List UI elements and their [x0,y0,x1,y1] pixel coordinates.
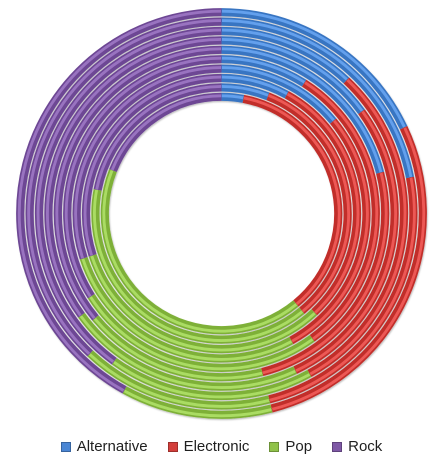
ring-8-segment-alternative-highlight [221,75,288,95]
ring-9-segment-electronic-highlight [268,94,351,313]
ring-1-segment-electronic-highlight [271,127,426,411]
ring-5-segment-alternative-highlight [221,47,383,173]
ring-2-segment-rock-highlight [27,19,222,355]
ring-3-segment-pop-highlight [113,361,311,399]
chart-legend: Alternative Electronic Pop Rock [0,438,443,455]
ring-3-segment-electronic-highlight [309,79,407,376]
legend-label-pop: Pop [285,438,313,455]
legend-label-rock: Rock [348,438,383,455]
ring-6-segment-rock-highlight [64,56,222,298]
legend-swatch-rock [332,441,343,452]
ring-2-segment-alternative-highlight [222,19,413,178]
ring-1-segment-alternative-highlight [222,9,406,128]
ring-8-segment-electronic-highlight [286,92,360,314]
legend-swatch-alternative [60,441,71,452]
ring-9-segment-rock-highlight [95,84,222,190]
ring-9-segment-pop-highlight [93,189,304,342]
legend-item-electronic: Electronic [167,438,250,455]
ring-5-segment-pop-highlight [93,317,263,380]
ring-8-segment-rock-highlight [83,75,222,256]
ring-8-segment-pop-highlight [90,255,316,352]
legend-label-electronic: Electronic [183,438,250,455]
legend-item-rock: Rock [332,438,382,455]
ring-10-segment-pop-highlight [102,169,298,333]
ring-1-segment-rock-highlight [17,9,221,392]
legend-item-alternative: Alternative [60,438,148,455]
ring-7-segment-electronic-highlight [291,119,369,343]
ring-6-segment-pop-highlight [89,296,314,371]
ring-5-segment-rock-highlight [55,47,222,320]
ring-3-segment-rock-highlight [36,28,222,363]
ring-10-segment-rock-highlight [110,94,222,171]
legend-item-pop: Pop [269,438,312,455]
ring-7-segment-alternative-highlight [221,66,335,122]
ring-9-segment-alternative-highlight [221,84,269,97]
ring-4-segment-electronic-highlight [295,110,398,373]
ring-10-segment-alternative-highlight [221,94,244,100]
doughnut-rings [16,8,427,419]
legend-swatch-electronic [167,441,178,452]
ring-4-segment-rock-highlight [45,37,222,317]
legend-swatch-pop [269,441,280,452]
ring-7-segment-pop-highlight [81,258,293,361]
ring-1-segment-pop-highlight [123,389,272,418]
ring-2-segment-pop-highlight [88,353,270,408]
ring-4-segment-pop-highlight [79,315,296,390]
ring-7-segment-rock-highlight [74,66,222,259]
ring-6-segment-alternative-highlight [221,56,306,84]
ring-3-segment-alternative-highlight [221,28,348,81]
ring-6-segment-electronic-highlight [304,81,379,341]
legend-label-alternative: Alternative [76,438,148,455]
ring-4-segment-alternative-highlight [221,37,364,112]
ring-10-segment-electronic-highlight [243,96,341,306]
ring-2-segment-electronic-highlight [269,177,416,402]
ring-5-segment-electronic-highlight [262,172,388,375]
